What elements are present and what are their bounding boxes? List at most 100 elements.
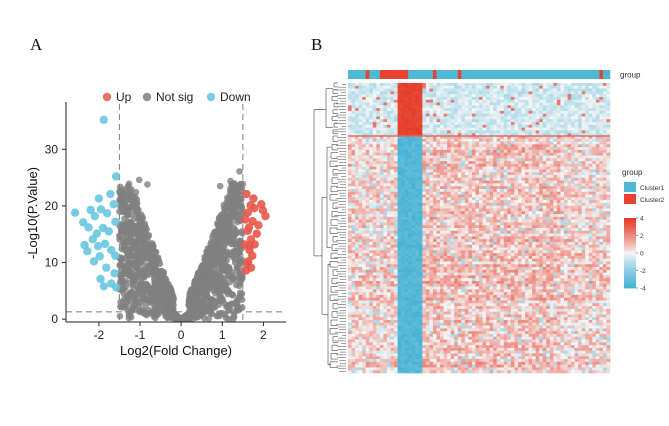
heatmap-cell — [401, 172, 405, 176]
heatmap-cell — [475, 147, 480, 151]
heatmap-cell — [355, 116, 359, 120]
heatmap-cell — [581, 83, 586, 87]
heatmap-cell — [443, 141, 448, 145]
annotation-cell — [521, 70, 526, 79]
heatmap-cell — [450, 194, 455, 198]
heatmap-cell — [514, 188, 519, 193]
heatmap-cell — [468, 169, 473, 173]
heatmap-cell — [479, 91, 483, 95]
heatmap-cell — [532, 188, 536, 193]
heatmap-cell — [585, 163, 590, 167]
heatmap-cell — [440, 113, 444, 117]
heatmap-cell — [560, 183, 565, 187]
heatmap-cell — [376, 161, 381, 165]
heatmap-cell — [510, 175, 515, 179]
heatmap-cell — [500, 186, 505, 190]
heatmap-cell — [397, 94, 402, 98]
heatmap-cell — [411, 138, 416, 142]
heatmap-cell — [443, 163, 448, 167]
annotation-cell — [440, 70, 444, 79]
heatmap-cell — [489, 96, 494, 101]
heatmap-cell — [500, 177, 505, 181]
heatmap-cell — [443, 144, 448, 148]
notsig-point — [137, 258, 145, 266]
heatmap-cell — [588, 141, 593, 145]
heatmap-cell — [457, 124, 462, 128]
heatmap-cell — [532, 105, 536, 109]
heatmap-cell — [447, 155, 451, 159]
heatmap-cell — [372, 141, 377, 145]
heatmap-cell — [432, 105, 437, 109]
notsig-point — [216, 182, 224, 190]
heatmap-cell — [525, 96, 529, 101]
heatmap-cell — [507, 161, 512, 165]
heatmap-cell — [429, 177, 434, 181]
heatmap-cell — [454, 166, 459, 170]
heatmap-cell — [450, 102, 455, 106]
heatmap-cell — [358, 127, 363, 131]
heatmap-cell — [408, 113, 413, 117]
heatmap-cell — [599, 172, 604, 176]
heatmap-cell — [383, 119, 388, 123]
heatmap-cell — [535, 152, 540, 156]
heatmap-cell — [475, 85, 480, 89]
heatmap-cell — [592, 147, 597, 151]
heatmap-cell — [539, 110, 544, 114]
heatmap-cell — [475, 155, 480, 159]
heatmap-cell — [386, 91, 391, 95]
heatmap-cell — [539, 155, 544, 159]
heatmap-cell — [493, 85, 498, 89]
heatmap-cell — [390, 108, 395, 112]
heatmap-cell — [365, 94, 370, 98]
annotation-cell — [556, 70, 561, 79]
heatmap-cell — [486, 183, 490, 187]
heatmap-cell — [348, 94, 352, 98]
heatmap-cell — [546, 138, 551, 142]
heatmap-cell — [468, 130, 473, 134]
heatmap-cell — [510, 83, 515, 87]
heatmap-cell — [535, 138, 540, 142]
down-point — [89, 257, 99, 266]
heatmap-cell — [567, 152, 572, 156]
heatmap-cell — [546, 141, 551, 145]
notsig-point — [123, 293, 131, 300]
heatmap-cell — [489, 85, 494, 89]
heatmap-cell — [496, 116, 501, 120]
heatmap-cell — [599, 177, 604, 181]
heatmap-cell — [440, 138, 444, 142]
heatmap-cell — [394, 163, 398, 167]
heatmap-cell — [422, 177, 427, 181]
heatmap-cell — [436, 85, 441, 89]
heatmap-cell — [599, 110, 604, 114]
notsig-point — [225, 200, 233, 207]
heatmap-cell — [560, 188, 565, 193]
heatmap-cell — [471, 144, 476, 148]
notsig-point — [225, 303, 233, 310]
heatmap-cell — [546, 108, 551, 112]
heatmap-cell — [563, 122, 568, 126]
heatmap-cell — [563, 119, 568, 123]
heatmap-cell — [461, 147, 466, 151]
heatmap-cell — [599, 149, 604, 154]
heatmap-cell — [454, 96, 459, 101]
heatmap-cell — [578, 188, 582, 193]
heatmap-cell — [521, 161, 526, 165]
heatmap-cell — [553, 161, 558, 165]
heatmap-cell — [450, 96, 455, 101]
heatmap-cell — [595, 188, 600, 193]
heatmap-cell — [503, 158, 508, 162]
heatmap-cell — [578, 105, 582, 109]
heatmap-cell — [464, 96, 469, 101]
heatmap-cell — [464, 108, 469, 112]
heatmap-cell — [585, 116, 590, 120]
heatmap-cell — [581, 96, 586, 101]
heatmap-cell — [489, 147, 494, 151]
heatmap-cell — [355, 102, 359, 106]
heatmap-cell — [517, 172, 522, 176]
heatmap-cell — [425, 124, 430, 128]
heatmap-cell — [517, 105, 522, 109]
heatmap-cell — [365, 119, 370, 123]
heatmap-cell — [475, 83, 480, 87]
heatmap-cell — [521, 180, 526, 184]
heatmap-cell — [379, 85, 384, 89]
